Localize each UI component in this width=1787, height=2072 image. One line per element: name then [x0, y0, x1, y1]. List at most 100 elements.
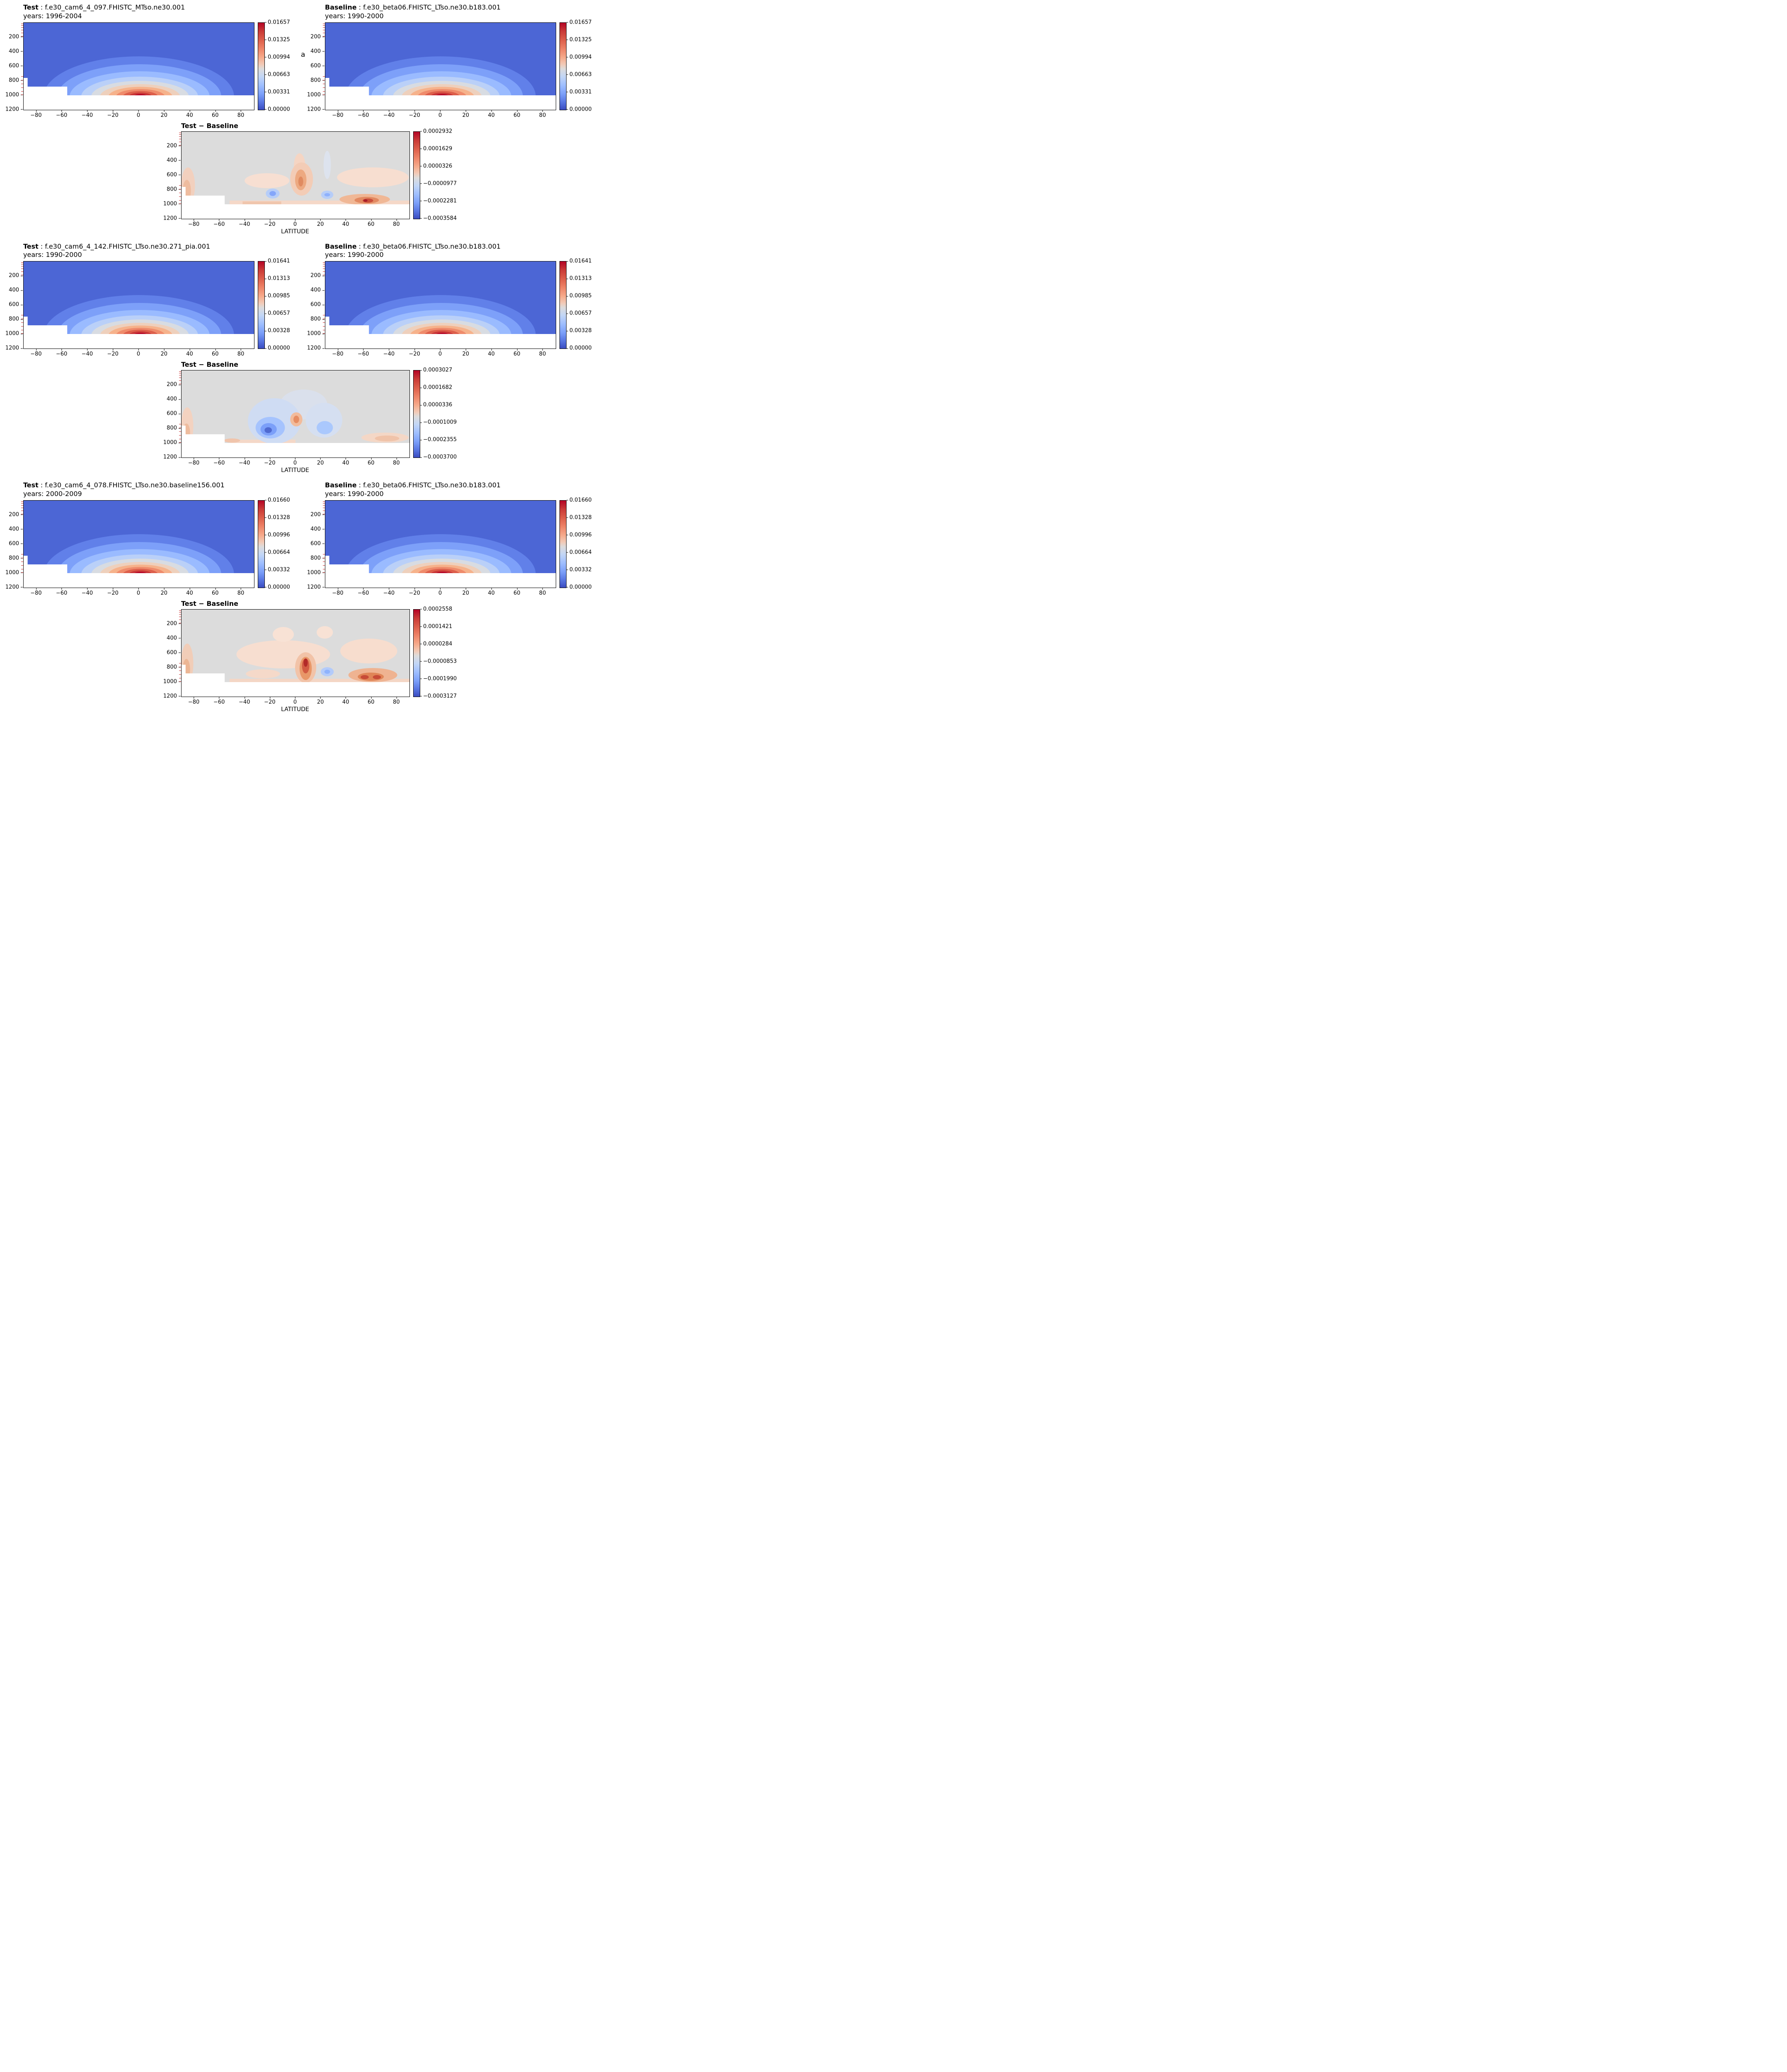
x-tick-label: −80	[30, 110, 42, 119]
x-tick-label: −20	[264, 458, 276, 467]
colorbar-tick-label: 0.00000	[265, 106, 290, 113]
x-tick-label: 40	[186, 110, 193, 119]
colorbar-tick-label: 0.00996	[265, 532, 290, 538]
y-tick-label: 1200	[5, 345, 23, 351]
x-tick-label: 80	[237, 349, 245, 358]
y-axis-ticks: 200 400 600 800 1000 1200	[5, 261, 23, 351]
panel-title-block: Baseline : f.e30_beta06.FHISTC_LTso.ne30…	[325, 481, 596, 499]
colorbar-tick-label: 0.00664	[265, 549, 290, 556]
x-tick-label: −60	[213, 697, 225, 705]
panel-title: Test : f.e30_cam6_4_078.FHISTC_LTso.ne30…	[23, 481, 295, 490]
x-tick-label: −80	[188, 219, 200, 228]
title-label: Baseline	[325, 242, 357, 250]
colorbar	[559, 261, 567, 349]
x-tick-label: −40	[383, 588, 395, 596]
colorbar-tick-label: 0.00000	[567, 584, 592, 591]
colorbar-tick-label: 0.00657	[567, 310, 592, 317]
panel-years: years: 1990-2000	[325, 489, 384, 498]
colorbar-tick-label: 0.00657	[265, 310, 290, 317]
x-tick-label: 60	[513, 110, 521, 119]
x-tick-label: −20	[107, 588, 119, 596]
y-tick-label: 600	[167, 649, 181, 656]
colorbar-tick-label: 0.01325	[567, 36, 592, 43]
title-case-name: : f.e30_beta06.FHISTC_LTso.ne30.b183.001	[356, 242, 501, 250]
colorbar-tick-label: 0.0002558	[420, 606, 453, 612]
x-tick-label: −60	[56, 110, 68, 119]
panel-title-block: Baseline : f.e30_beta06.FHISTC_LTso.ne30…	[325, 242, 596, 260]
colorbar-tick-label: −0.0003584	[420, 215, 457, 222]
y-axis-ticks: 200 400 600 800 1000 1200	[5, 22, 23, 112]
x-tick-label: 0	[438, 349, 442, 358]
x-tick-label: 20	[160, 588, 168, 596]
colorbar	[258, 261, 265, 349]
x-tick-label: −60	[213, 219, 225, 228]
title-label: Test	[23, 3, 39, 11]
contour-field	[325, 501, 556, 588]
contour-plot-diff-3	[179, 609, 410, 697]
y-tick-label: 800	[310, 555, 324, 562]
colorbar-tick-label: −0.0003127	[420, 693, 457, 700]
colorbar-tick-label: −0.0002281	[420, 198, 457, 204]
colorbar-tick-label: 0.01313	[265, 275, 290, 282]
y-tick-label: 400	[9, 287, 23, 293]
panel-title: Baseline : f.e30_beta06.FHISTC_LTso.ne30…	[325, 242, 596, 251]
figure: a Test : f.e30_cam6_4_097.FHISTC_MTso.ne…	[0, 0, 596, 725]
x-axis-ticks: −80 −60 −40 −20 0 20 40 60 80	[325, 110, 555, 119]
colorbar-tick-label: 0.01313	[567, 275, 592, 282]
panel-title-block: Test : f.e30_cam6_4_078.FHISTC_LTso.ne30…	[23, 481, 295, 499]
colorbar-tick-label: −0.0001990	[420, 675, 457, 682]
x-tick-label: −20	[107, 110, 119, 119]
colorbar-tick-label: −0.0000853	[420, 658, 457, 665]
x-tick-label: −60	[56, 349, 68, 358]
colorbar-tick-label: 0.01328	[265, 514, 290, 521]
x-axis-ticks: −80 −60 −40 −20 0 20 40 60 80	[23, 110, 254, 119]
panel-title: Test : f.e30_cam6_4_142.FHISTC_LTso.ne30…	[23, 242, 295, 251]
y-tick-label: 400	[167, 635, 181, 641]
panel-title-block: Test : f.e30_cam6_4_142.FHISTC_LTso.ne30…	[23, 242, 295, 260]
colorbar-tick-label: 0.00000	[567, 345, 592, 351]
x-tick-label: −80	[188, 458, 200, 467]
x-axis-ticks: −80 −60 −40 −20 0 20 40 60 80	[181, 458, 409, 466]
y-tick-label: 600	[310, 301, 324, 308]
panel-title-block: Test : f.e30_cam6_4_097.FHISTC_MTso.ne30…	[23, 3, 295, 21]
colorbar-ticks: 0.01641 0.01313 0.00985 0.00657 0.00328 0.000…	[567, 258, 596, 351]
title-label: Test	[23, 242, 39, 250]
title-case-name: : f.e30_beta06.FHISTC_LTso.ne30.b183.001	[356, 3, 501, 11]
x-tick-label: −40	[239, 458, 250, 467]
colorbar-tick-label: 0.00664	[567, 549, 592, 556]
x-tick-label: 80	[393, 458, 400, 467]
y-tick-label: 400	[167, 396, 181, 402]
x-axis-ticks: −80 −60 −40 −20 0 20 40 60 80	[181, 697, 409, 705]
contour-field	[24, 23, 254, 110]
x-tick-label: 80	[237, 110, 245, 119]
x-axis-label: LATITUDE	[281, 467, 309, 474]
comparison-group-3: Test : f.e30_cam6_4_078.FHISTC_LTso.ne30…	[5, 481, 596, 713]
y-tick-label: 200	[167, 381, 181, 388]
colorbar	[413, 609, 420, 697]
contour-plot-test-3	[21, 500, 254, 588]
x-tick-label: −20	[409, 110, 420, 119]
minor-tick-marks	[323, 262, 325, 263]
colorbar-tick-label: 0.0000326	[420, 163, 453, 169]
colorbar	[258, 500, 265, 588]
y-tick-label: 1200	[163, 215, 181, 222]
colorbar-ticks: 0.01660 0.01328 0.00996 0.00664 0.00332 0.000…	[567, 497, 596, 591]
colorbar	[559, 22, 567, 110]
y-tick-label: 200	[9, 272, 23, 279]
x-tick-label: 20	[462, 588, 470, 596]
colorbar-tick-label: 0.00331	[567, 89, 592, 95]
x-tick-label: 40	[488, 588, 495, 596]
title-case-name: : f.e30_beta06.FHISTC_LTso.ne30.b183.001	[356, 481, 501, 489]
y-tick-label: 800	[9, 555, 23, 562]
contour-field	[325, 23, 556, 110]
y-axis-ticks: 200 400 600 800 1000 1200	[307, 22, 325, 112]
x-tick-label: −20	[264, 219, 276, 228]
comparison-group-2: Test : f.e30_cam6_4_142.FHISTC_LTso.ne30…	[5, 242, 596, 474]
colorbar-tick-label: 0.00663	[265, 71, 290, 78]
y-axis-ticks: 200 400 600 800 1000 1200	[307, 261, 325, 351]
x-tick-label: 20	[160, 110, 168, 119]
y-tick-label: 800	[9, 316, 23, 322]
panel-years: years: 1990-2000	[23, 251, 82, 259]
x-tick-label: 60	[513, 588, 521, 596]
x-tick-label: 20	[317, 458, 324, 467]
